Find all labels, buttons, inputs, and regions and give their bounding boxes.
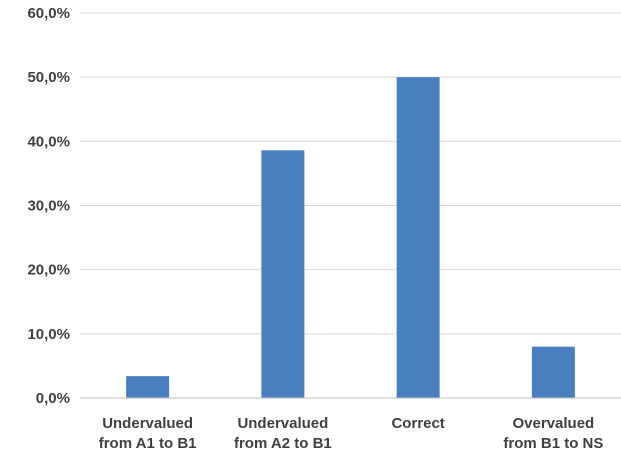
x-tick-label-line: from A1 to B1 — [99, 435, 197, 452]
y-tick-label: 60,0% — [27, 5, 70, 22]
x-tick-label: Overvalued from B1 to NS — [503, 415, 603, 452]
x-tick-label-line: from A2 to B1 — [234, 435, 332, 452]
y-tick-label: 50,0% — [27, 69, 70, 86]
y-tick-labels: 0,0% 10,0% 20,0% 30,0% 40,0% 50,0% 60,0% — [27, 5, 70, 407]
y-tick-label: 20,0% — [27, 262, 70, 279]
x-tick-label-line: Undervalued — [237, 415, 328, 432]
x-tick-label-line: Overvalued — [513, 415, 595, 432]
bar — [396, 77, 440, 399]
y-tick-label: 10,0% — [27, 326, 70, 343]
x-tick-label: Undervalued from A2 to B1 — [234, 415, 332, 452]
x-tick-label: Correct — [391, 415, 444, 432]
x-tick-labels: Undervalued from A1 to B1 Undervalued from … — [99, 415, 604, 452]
y-tick-label: 0,0% — [36, 390, 70, 407]
bar — [261, 150, 305, 398]
x-tick-label-line: Undervalued — [102, 415, 193, 432]
x-tick-label-line: Correct — [391, 415, 444, 432]
y-tick-label: 40,0% — [27, 133, 70, 150]
bars — [126, 77, 575, 399]
y-tick-label: 30,0% — [27, 198, 70, 215]
x-tick-label: Undervalued from A1 to B1 — [99, 415, 197, 452]
gridlines — [80, 12, 621, 335]
x-tick-label-line: from B1 to NS — [503, 435, 603, 452]
bar — [126, 376, 170, 398]
bar — [531, 346, 575, 398]
